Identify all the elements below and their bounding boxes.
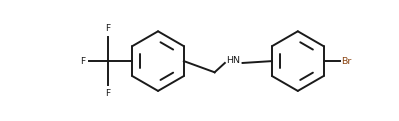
Text: F: F — [105, 24, 111, 33]
Text: F: F — [81, 57, 86, 66]
Text: F: F — [105, 89, 111, 98]
Text: Br: Br — [341, 57, 352, 66]
Text: HN: HN — [226, 56, 240, 65]
